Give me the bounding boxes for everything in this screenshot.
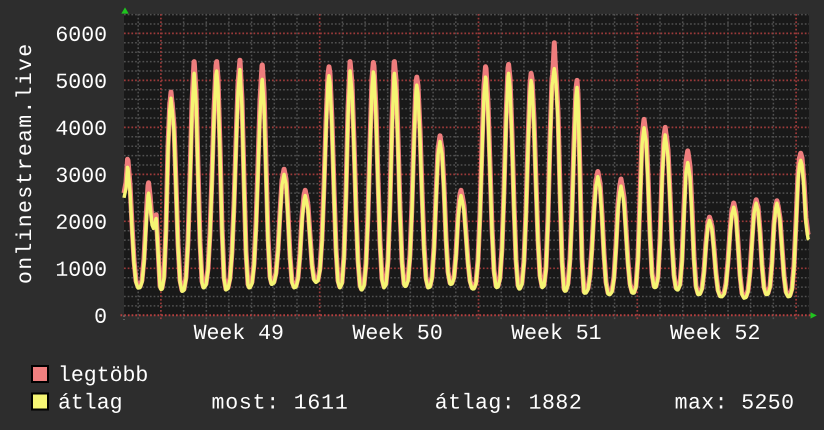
svg-text:max: 5250: max: 5250 [675, 392, 795, 416]
svg-text:onlinestream.live: onlinestream.live [14, 43, 38, 284]
svg-text:átlag: 1882: átlag: 1882 [435, 392, 582, 416]
svg-text:1000: 1000 [55, 259, 107, 283]
svg-text:2000: 2000 [55, 212, 107, 236]
svg-text:3000: 3000 [55, 165, 107, 189]
svg-text:4000: 4000 [55, 118, 107, 142]
svg-text:most: 1611: most: 1611 [211, 392, 348, 416]
svg-text:átlag: átlag [58, 392, 123, 416]
svg-text:legtöbb: legtöbb [58, 364, 148, 388]
svg-text:0: 0 [94, 306, 107, 330]
svg-text:Week 52: Week 52 [670, 322, 760, 346]
svg-text:6000: 6000 [55, 24, 107, 48]
svg-text:5000: 5000 [55, 71, 107, 95]
svg-text:Week 51: Week 51 [511, 322, 601, 346]
svg-text:Week 50: Week 50 [352, 322, 442, 346]
svg-text:Week 49: Week 49 [194, 322, 284, 346]
